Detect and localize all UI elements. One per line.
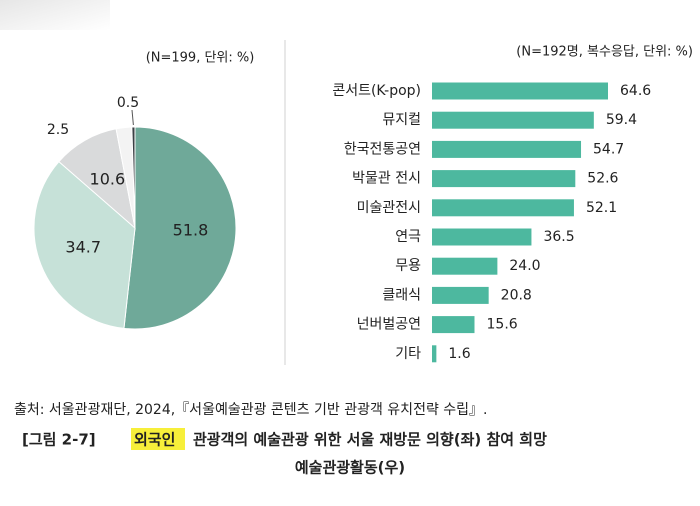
decoration xyxy=(0,0,110,30)
data-label: 64.6 xyxy=(620,83,651,99)
data-label: 51.8 xyxy=(173,221,209,240)
caption-highlight: 외국인 xyxy=(134,431,175,449)
data-label: 0.5 xyxy=(117,95,139,111)
data-label: 59.4 xyxy=(606,112,637,128)
caption: [그림 2-7] 외국인 관광객의 예술관광 위한 서울 재방문 의향(좌) 참… xyxy=(22,428,547,477)
pie-slice xyxy=(33,160,136,329)
bar xyxy=(432,286,489,304)
category-label: 한국전통공연 xyxy=(344,141,421,157)
bar xyxy=(432,228,532,246)
data-label: 20.8 xyxy=(501,287,532,303)
pie-note: (N=199, 단위: %) xyxy=(146,51,255,66)
category-label: 클래식 xyxy=(382,287,421,303)
pie-slice xyxy=(123,126,237,330)
leader-line xyxy=(131,109,134,126)
bar xyxy=(432,316,475,334)
bar xyxy=(432,111,594,129)
category-label: 뮤지컬 xyxy=(382,112,421,128)
bar-note: (N=192명, 복수응답, 단위: %) xyxy=(516,45,693,60)
bar xyxy=(432,82,608,100)
caption-line: 예술관광활동(우) xyxy=(295,459,405,477)
data-label: 2.5 xyxy=(47,122,69,138)
highlight-box xyxy=(131,428,185,450)
data-label: 24.0 xyxy=(509,258,540,274)
bar xyxy=(432,140,582,158)
category-label: 콘서트(K-pop) xyxy=(332,83,421,99)
caption-line: 관광객의 예술관광 위한 서울 재방문 의향(좌) 참여 희망 xyxy=(193,431,547,449)
category-label: 기타 xyxy=(395,346,421,362)
category-label: 넌버벌공연 xyxy=(357,317,421,333)
category-label: 연극 xyxy=(395,229,421,245)
caption-label: [그림 2-7] xyxy=(22,431,96,449)
category-label: 무용 xyxy=(395,258,421,274)
data-label: 36.5 xyxy=(543,229,574,245)
data-label: 52.6 xyxy=(587,171,618,187)
data-label: 1.6 xyxy=(448,346,470,362)
bar xyxy=(432,257,498,275)
data-label: 10.6 xyxy=(90,169,126,188)
data-label: 15.6 xyxy=(487,317,518,333)
bar xyxy=(432,345,437,363)
source: 출처: 서울관광재단, 2024,『서울예술관광 콘텐츠 기반 관광객 유치전략… xyxy=(14,402,488,418)
pie-slice xyxy=(58,128,136,230)
data-label: 52.1 xyxy=(586,200,617,216)
category-label: 미술관전시 xyxy=(357,200,421,216)
bar xyxy=(432,170,576,188)
category-label: 박물관 전시 xyxy=(352,171,421,187)
data-label: 34.7 xyxy=(65,238,101,257)
bar xyxy=(432,199,574,217)
pie-slice xyxy=(131,126,136,229)
data-label: 54.7 xyxy=(593,141,624,157)
